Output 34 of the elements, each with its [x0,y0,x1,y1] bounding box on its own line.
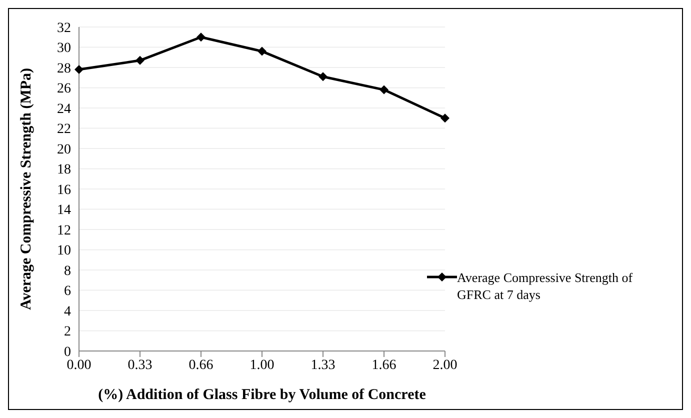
y-tick-label: 30 [57,41,71,56]
point [258,46,266,56]
x-tick-label: 1.33 [310,358,336,373]
point [318,72,328,82]
point [196,32,206,42]
x-tick-label: 0.33 [128,358,152,373]
y-tick-label: 26 [57,82,71,97]
x-tick-label: 2.00 [432,358,458,373]
legend-label: Average Compressive Strength of GFRC at 7 days [457,269,634,303]
y-tick-label: 0 [64,344,71,360]
point [136,56,144,65]
point [380,85,388,94]
y-tick-label: 10 [57,244,71,259]
y-tick-label: 28 [57,61,71,76]
y-tick-label: 6 [64,284,71,300]
x-tick-label: 0.00 [66,358,92,373]
x-axis-title: (%) Addition of Glass Fibre by Volume of Concrete [98,387,426,403]
y-tick-label: 12 [57,223,71,238]
x-tick-label: 1.66 [372,358,396,373]
y-tick-label: 2 [64,324,71,340]
y-axis-title: Average Compressive Strength (MPa) [18,68,34,310]
point [74,65,84,74]
y-tick-label: 32 [57,20,71,36]
y-tick-label: 18 [57,162,71,178]
y-tick-label: 22 [57,122,71,138]
y-tick-label: 8 [64,264,71,279]
point [440,114,450,123]
x-tick-label: 0.66 [188,358,214,373]
y-tick-label: 14 [57,203,71,218]
y-tick-label: 4 [64,304,71,320]
y-tick-label: 16 [57,182,71,198]
y-tick-label: 24 [57,102,71,117]
y-tick-label: 20 [57,142,71,158]
x-tick-label: 1.00 [250,358,274,373]
